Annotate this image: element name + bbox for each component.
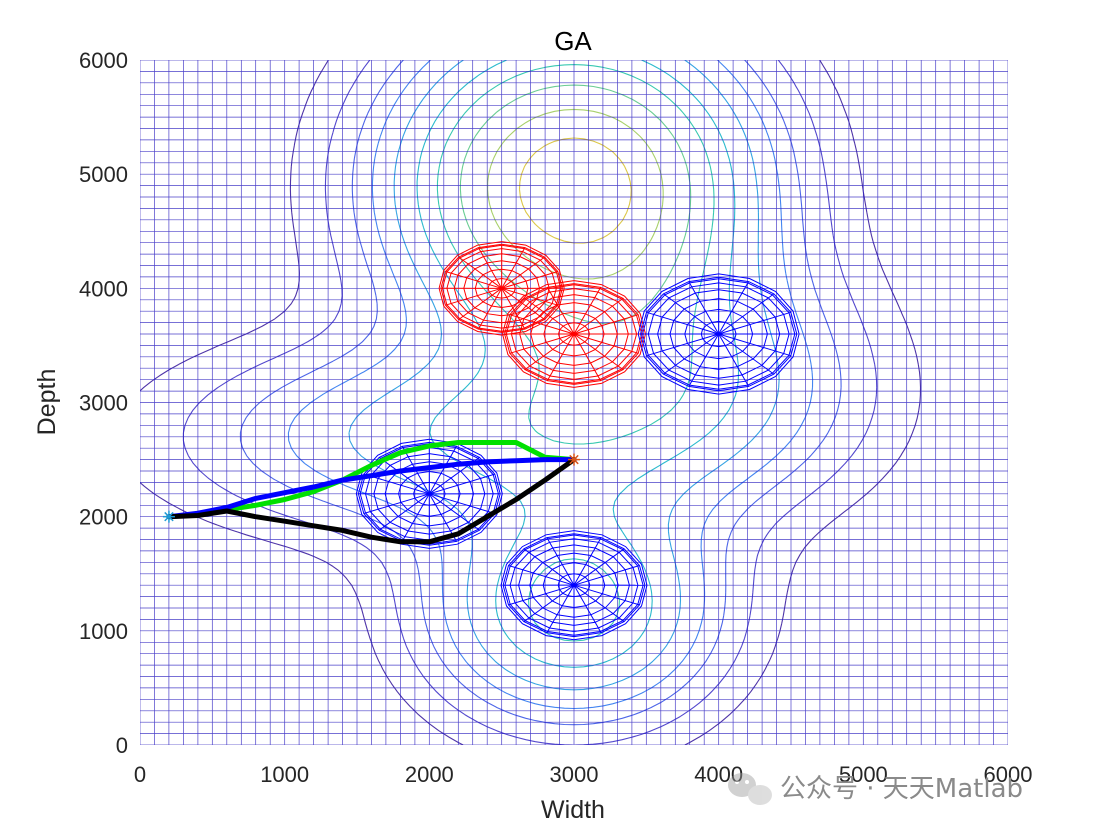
y-ticks: 0 1000 2000 3000 4000 5000 6000	[79, 48, 128, 758]
watermark-text: 公众号 · 天天Matlab	[780, 774, 1023, 804]
x-tick-label: 0	[134, 762, 146, 787]
contour-line	[348, 60, 780, 691]
contour-line	[518, 137, 632, 244]
path-series-line	[166, 440, 577, 520]
y-tick-label: 2000	[79, 505, 128, 530]
y-tick-label: 4000	[79, 276, 128, 301]
x-tick-label: 1000	[260, 762, 309, 787]
watermark: 公众号 · 天天Matlab	[728, 773, 1023, 805]
x-ticks: 0 1000 2000 3000 4000 5000 6000	[134, 762, 1033, 787]
y-tick-label: 5000	[79, 162, 128, 187]
plot-area	[140, 60, 1008, 745]
path-series-line	[166, 457, 577, 545]
y-tick-label: 6000	[79, 48, 128, 73]
wechat-icon	[728, 773, 772, 805]
contour-line	[459, 84, 692, 325]
x-tick-label: 4000	[694, 762, 743, 787]
y-tick-label: 3000	[79, 391, 128, 416]
contour-line	[487, 108, 664, 280]
contour-line	[239, 60, 842, 726]
y-tick-label: 1000	[79, 619, 128, 644]
mesh-lines	[140, 60, 1008, 745]
x-tick-label: 3000	[550, 762, 599, 787]
goal-marker	[568, 453, 580, 466]
x-tick-label: 2000	[405, 762, 454, 787]
y-tick-label: 0	[116, 733, 128, 758]
threat-zones	[355, 241, 800, 641]
endpoint-markers	[162, 453, 580, 523]
x-tick-label: 6000	[984, 762, 1033, 787]
contour-line	[436, 64, 715, 642]
y-axis-label: Depth	[33, 369, 61, 436]
path-series-line	[166, 457, 577, 520]
axes: 0 1000 2000 3000 4000 5000 6000 0 1000 2000 3000 4…	[79, 48, 1032, 787]
mesh-grid	[140, 60, 1008, 745]
threat-zone	[501, 280, 647, 388]
threat-zone	[500, 530, 648, 641]
x-tick-label: 5000	[839, 762, 888, 787]
x-axis-label: Width	[541, 796, 605, 824]
chart-title: GA	[554, 26, 592, 56]
threat-zone	[637, 273, 800, 395]
start-marker	[162, 510, 175, 523]
threat-zone	[355, 438, 503, 549]
path-series	[166, 440, 577, 545]
